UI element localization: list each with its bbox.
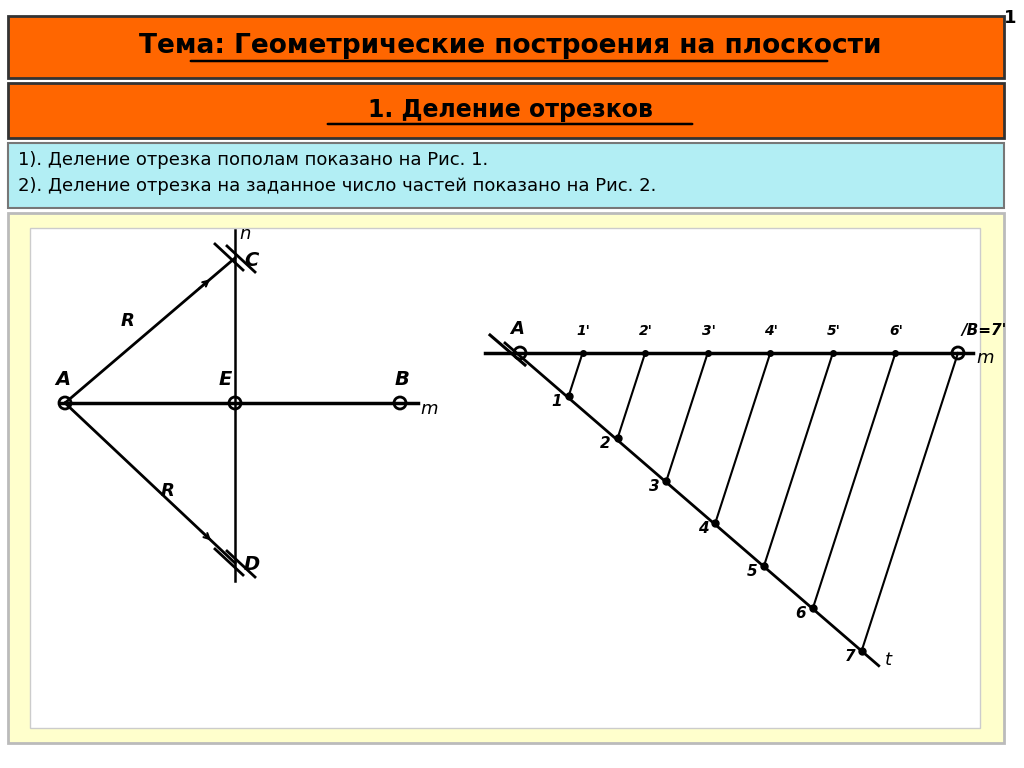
Text: 6: 6 xyxy=(796,606,806,621)
Text: D: D xyxy=(244,555,260,574)
Text: 1: 1 xyxy=(552,393,562,409)
Text: R: R xyxy=(121,312,135,329)
Text: E: E xyxy=(218,370,231,389)
Text: R: R xyxy=(161,482,175,500)
Text: n: n xyxy=(239,225,251,243)
FancyBboxPatch shape xyxy=(8,16,1004,78)
Text: A: A xyxy=(510,320,524,338)
Text: 5: 5 xyxy=(746,564,758,579)
Text: 7: 7 xyxy=(845,649,855,664)
Text: 1': 1' xyxy=(577,324,591,338)
Text: 4': 4' xyxy=(764,324,778,338)
FancyBboxPatch shape xyxy=(8,83,1004,138)
FancyBboxPatch shape xyxy=(8,143,1004,208)
Text: 5': 5' xyxy=(827,324,841,338)
Text: 6': 6' xyxy=(890,324,903,338)
Text: t: t xyxy=(885,650,892,669)
Text: 1). Деление отрезка пополам показано на Рис. 1.: 1). Деление отрезка пополам показано на … xyxy=(18,151,488,169)
Text: 1. Деление отрезков: 1. Деление отрезков xyxy=(368,98,652,122)
Text: 4: 4 xyxy=(698,521,709,536)
Text: 2': 2' xyxy=(639,324,653,338)
Text: B: B xyxy=(394,370,410,389)
FancyBboxPatch shape xyxy=(8,213,1004,743)
Text: /B=7': /B=7' xyxy=(961,323,1007,338)
Text: 2). Деление отрезка на заданное число частей показано на Рис. 2.: 2). Деление отрезка на заданное число ча… xyxy=(18,177,656,195)
Text: Тема: Геометрические построения на плоскости: Тема: Геометрические построения на плоск… xyxy=(138,33,882,59)
Text: 2: 2 xyxy=(600,436,611,451)
Text: 1: 1 xyxy=(1004,9,1016,27)
Text: m: m xyxy=(420,400,437,418)
Text: A: A xyxy=(55,370,71,389)
Text: m: m xyxy=(976,349,993,367)
FancyBboxPatch shape xyxy=(30,228,980,728)
Text: C: C xyxy=(244,250,258,270)
Text: 3': 3' xyxy=(701,324,716,338)
Text: 3: 3 xyxy=(649,478,659,494)
